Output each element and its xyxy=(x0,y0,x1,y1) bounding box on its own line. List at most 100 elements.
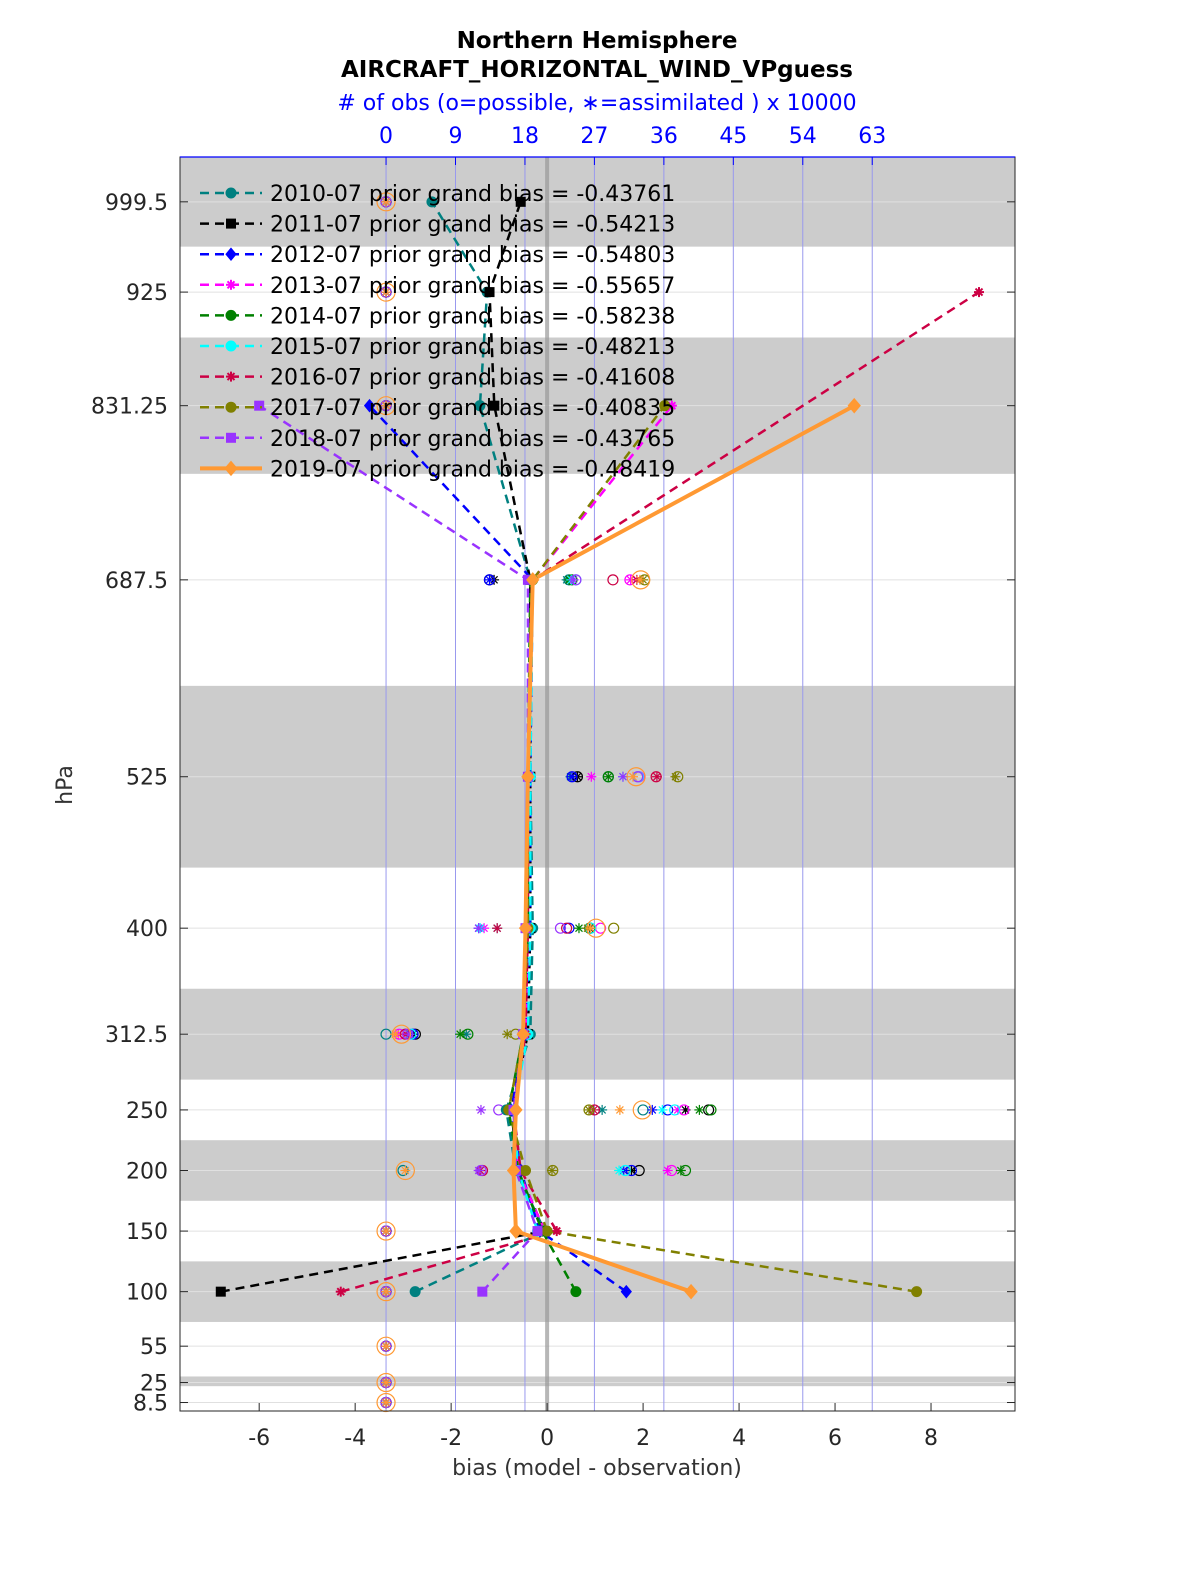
obs-assimilated-marker xyxy=(597,1104,608,1115)
legend-entry: 2011-07 prior grand bias = -0.54213 xyxy=(270,213,675,238)
legend-marker xyxy=(225,187,237,199)
asterisk-stroke xyxy=(586,924,595,933)
obs-assimilated-marker xyxy=(584,1104,595,1115)
obs-assimilated-marker xyxy=(381,196,392,207)
y-tick-label: 312.5 xyxy=(105,1023,168,1048)
obs-possible-marker xyxy=(561,922,573,934)
obs-assimilated-marker xyxy=(492,923,503,934)
shaded-band xyxy=(180,1376,1015,1387)
series-point-2018-07 xyxy=(532,1226,543,1237)
top-axis-label: # of obs (o=possible, ∗=assimilated ) x … xyxy=(337,91,856,116)
obs-assimilated-marker xyxy=(381,1341,392,1352)
asterisk-stroke xyxy=(615,1166,624,1175)
obs-possible-marker xyxy=(669,1104,681,1116)
obs-assimilated-marker xyxy=(614,1165,625,1176)
asterisk-stroke xyxy=(636,575,644,584)
legend-entry: 2013-07 prior grand bias = -0.55657 xyxy=(270,274,675,299)
obs-possible-marker xyxy=(608,922,620,934)
asterisk-stroke xyxy=(569,575,578,584)
asterisk-stroke xyxy=(382,1398,390,1407)
asterisk-stroke xyxy=(629,772,637,781)
legend-entry: 2014-07 prior grand bias = -0.58238 xyxy=(270,304,675,329)
series-point-2018-07 xyxy=(477,1286,488,1297)
series-point-2010-07 xyxy=(474,400,486,412)
obs-assimilated-marker xyxy=(634,574,645,585)
asterisk-stroke xyxy=(575,924,583,933)
series-point-2016-07 xyxy=(974,287,985,298)
obs-assimilated-marker xyxy=(381,1226,392,1237)
asterisk-stroke xyxy=(619,772,627,781)
series-point-2012-07 xyxy=(620,1284,632,1299)
top-tick-label: 9 xyxy=(449,124,463,149)
axes: -6 -4 -2 0 2 4 6 8 0 9 18 27 36 45 54 63 8.525 55 100 150 20… xyxy=(91,124,1016,1451)
legend-entry: 2018-07 prior grand bias = -0.43765 xyxy=(270,427,675,452)
y-axis-label: hPa xyxy=(53,765,78,805)
obs-possible-marker xyxy=(376,1282,396,1302)
obs-possible-marker xyxy=(631,570,651,590)
series-point-2017-07 xyxy=(911,1286,923,1298)
y-tick-label: 831.25 xyxy=(91,395,168,420)
asterisk-stroke xyxy=(695,1105,704,1114)
obs-assimilated-marker xyxy=(502,1029,513,1040)
grid-lines xyxy=(180,157,1015,1411)
series-point-2018-07 xyxy=(254,400,265,411)
series-markers xyxy=(215,196,985,1300)
obs-possible-marker xyxy=(607,574,619,586)
asterisk-stroke xyxy=(676,1166,685,1175)
obs-assimilated-marker xyxy=(546,1165,557,1176)
obs-assimilated-marker xyxy=(585,923,596,934)
obs-assimilated-marker xyxy=(473,923,484,934)
obs-assimilated-marker xyxy=(694,1104,705,1115)
obs-assimilated-marker xyxy=(381,1377,392,1388)
asterisk-stroke xyxy=(587,772,596,781)
obs-assimilated-marker xyxy=(603,771,614,782)
asterisk-stroke xyxy=(485,575,494,584)
legend-marker xyxy=(225,247,237,261)
asterisk-stroke xyxy=(658,1105,667,1114)
asterisk-stroke xyxy=(456,1030,465,1039)
obs-assimilated-marker xyxy=(484,574,495,585)
obs-assimilated-marker xyxy=(651,771,662,782)
legend-marker xyxy=(226,371,236,382)
series-point-2011-07 xyxy=(489,400,500,411)
legend: 2010-07 prior grand bias = -0.43761 2011-… xyxy=(200,182,675,482)
obs-possible-marker xyxy=(395,1160,415,1181)
obs-assimilated-marker xyxy=(473,1165,484,1176)
y-tick-label: 25 xyxy=(140,1372,168,1397)
series-point-2016-07 xyxy=(335,1286,346,1297)
asterisk-stroke xyxy=(626,575,635,584)
star-stroke xyxy=(226,280,236,290)
y-tick-label: 687.5 xyxy=(105,569,168,594)
obs-possible-marker xyxy=(376,192,396,212)
series-line-2011-07 xyxy=(220,201,546,1293)
series-line-2016-07 xyxy=(340,291,980,1293)
asterisk-stroke xyxy=(548,1166,556,1175)
x-tick-label: 0 xyxy=(540,1426,554,1451)
top-tick-label: 18 xyxy=(511,124,539,149)
series-point-2010-07 xyxy=(409,1286,421,1298)
series-point-2019-07 xyxy=(526,572,540,588)
asterisk-stroke xyxy=(382,1342,390,1351)
asterisk-stroke xyxy=(598,1105,607,1114)
obs-possible-marker xyxy=(376,396,396,416)
asterisk-stroke xyxy=(615,1105,624,1114)
asterisk-stroke xyxy=(604,772,613,781)
asterisk-stroke xyxy=(663,1166,672,1175)
series-point-2012-07 xyxy=(363,398,376,413)
x-tick-label: 6 xyxy=(828,1426,842,1451)
obs-possible-marker xyxy=(376,1392,396,1413)
obs-assimilated-marker xyxy=(647,1104,658,1115)
top-tick-label: 63 xyxy=(858,124,886,149)
legend-marker xyxy=(225,309,237,321)
obs-possible-marker xyxy=(376,1221,396,1241)
asterisk-stroke xyxy=(648,1105,657,1114)
series-point-2019-07 xyxy=(518,920,533,936)
obs-possible-marker xyxy=(632,1100,652,1120)
obs-possible-marker xyxy=(705,1104,717,1116)
x-tick-label: -2 xyxy=(440,1426,462,1451)
obs-assimilated-marker xyxy=(586,771,597,782)
obs-assimilated-marker xyxy=(675,1165,686,1176)
obs-assimilated-marker xyxy=(568,574,579,585)
series-point-2017-07 xyxy=(541,1225,553,1237)
top-tick-label: 27 xyxy=(580,124,608,149)
